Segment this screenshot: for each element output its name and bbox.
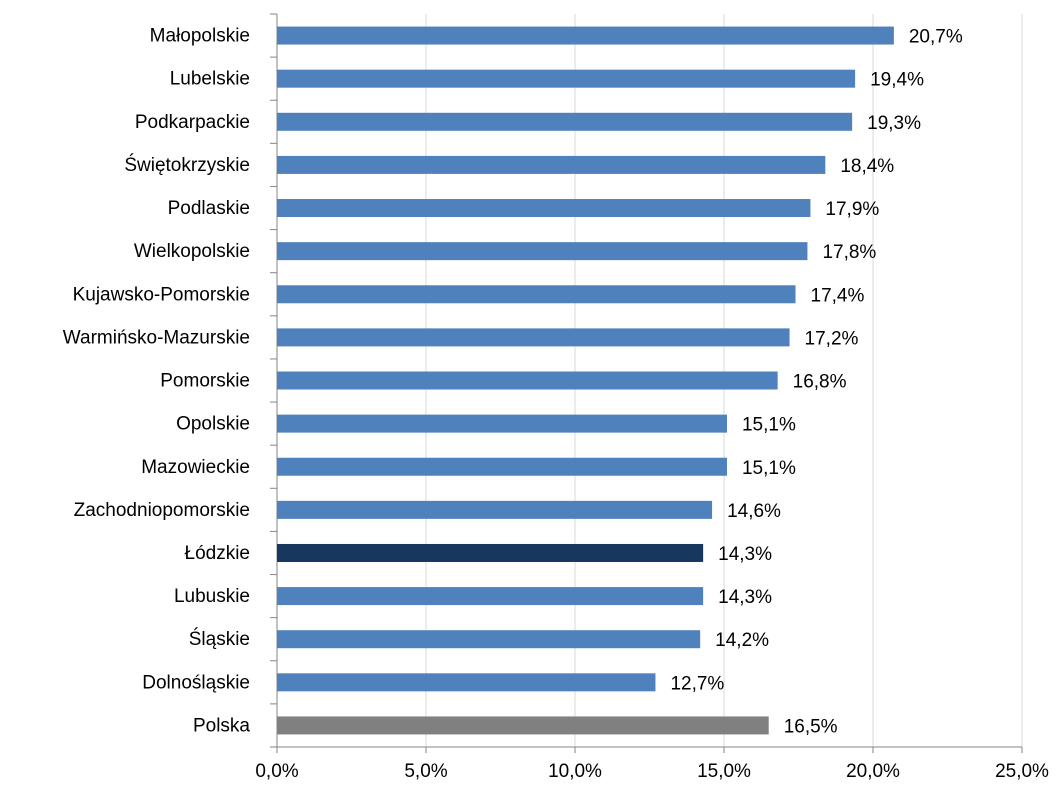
y-tick-label: Lubelskie	[170, 69, 250, 90]
y-tick-label: Podkarpackie	[135, 112, 250, 133]
y-tick-label: Wielkopolskie	[134, 241, 250, 262]
bar	[277, 500, 713, 519]
y-tick-label: Opolskie	[176, 414, 250, 435]
bar	[277, 199, 811, 218]
y-tick-label: Polska	[193, 715, 250, 736]
value-label: 18,4%	[840, 156, 894, 177]
value-label: 16,5%	[784, 716, 838, 737]
y-tick-label: Warmińsko-Mazurskie	[63, 327, 250, 348]
value-label: 16,8%	[793, 372, 847, 393]
y-tick-label: Śląskie	[189, 628, 250, 650]
bar	[277, 242, 808, 261]
bar	[277, 328, 790, 347]
value-label: 12,7%	[670, 673, 724, 694]
bar	[277, 371, 778, 390]
value-label: 17,9%	[825, 199, 879, 220]
bar	[277, 630, 701, 649]
y-tick-label: Pomorskie	[160, 371, 250, 392]
x-tick-label: 25,0%	[995, 761, 1049, 782]
y-tick-label: Łódzkie	[185, 543, 251, 564]
value-label: 14,2%	[715, 630, 769, 651]
value-label: 14,6%	[727, 501, 781, 522]
y-tick-label: Mazowieckie	[141, 457, 250, 478]
value-label: 17,4%	[811, 285, 865, 306]
bar	[277, 587, 704, 606]
value-label: 14,3%	[718, 587, 772, 608]
bar	[277, 112, 853, 131]
value-label: 15,1%	[742, 415, 796, 436]
y-tick-label: Świętokrzyskie	[124, 154, 250, 176]
y-tick-label: Zachodniopomorskie	[74, 500, 250, 521]
y-tick-label: Małopolskie	[150, 26, 250, 47]
bar	[277, 457, 727, 476]
x-tick-label: 10,0%	[548, 761, 602, 782]
value-label: 17,2%	[805, 328, 859, 349]
x-tick-label: 20,0%	[846, 761, 900, 782]
value-label: 15,1%	[742, 458, 796, 479]
value-label: 17,8%	[822, 242, 876, 263]
bar	[277, 155, 826, 174]
value-label: 19,4%	[870, 70, 924, 91]
value-label: 20,7%	[909, 27, 963, 48]
value-label: 14,3%	[718, 544, 772, 565]
bar	[277, 543, 704, 562]
y-tick-label: Dolnośląskie	[142, 672, 250, 693]
bar	[277, 414, 727, 433]
bar	[277, 716, 769, 735]
value-label: 19,3%	[867, 113, 921, 134]
x-tick-label: 5,0%	[404, 761, 447, 782]
bar	[277, 69, 856, 88]
bar	[277, 26, 894, 45]
x-tick-label: 15,0%	[697, 761, 751, 782]
y-tick-label: Podlaskie	[168, 198, 250, 219]
x-tick-label: 0,0%	[255, 761, 298, 782]
bar	[277, 285, 796, 304]
bar	[277, 673, 656, 692]
y-tick-label: Lubuskie	[174, 586, 250, 607]
y-tick-label: Kujawsko-Pomorskie	[73, 284, 250, 305]
